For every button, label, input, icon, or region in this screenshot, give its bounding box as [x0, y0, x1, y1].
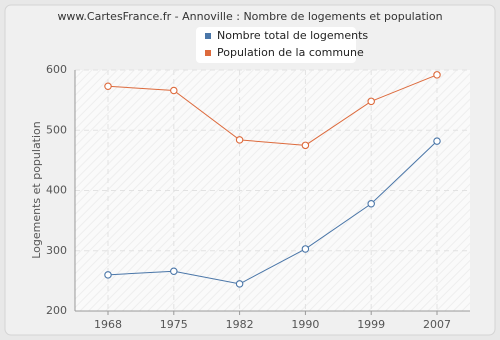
- legend-box: [196, 27, 356, 63]
- point: [235, 280, 244, 288]
- point: [170, 86, 178, 95]
- y-tick-label: 200: [46, 304, 67, 317]
- x-tick-label: 1999: [357, 318, 385, 331]
- x-tick-label: 2007: [423, 318, 451, 331]
- point: [104, 271, 112, 279]
- point: [433, 137, 441, 145]
- legend-swatch: [205, 33, 211, 39]
- x-tick-label: 1968: [94, 318, 122, 331]
- y-axis-label: Logements et population: [30, 121, 43, 259]
- y-tick-label: 400: [46, 184, 67, 197]
- point: [104, 82, 112, 91]
- y-tick-label: 600: [46, 63, 67, 76]
- point: [235, 136, 244, 144]
- x-tick-label: 1990: [291, 318, 319, 331]
- point: [433, 71, 441, 79]
- legend: Nombre total de logements Population de l…: [196, 27, 368, 63]
- x-tick-label: 1975: [160, 318, 188, 331]
- series-line: [107, 74, 438, 146]
- y-tick-label: 300: [46, 244, 67, 257]
- point: [367, 97, 375, 106]
- x-tick-label: 1982: [226, 318, 254, 331]
- legend-label: Nombre total de logements: [217, 29, 368, 42]
- y-tick-label: 500: [46, 123, 67, 136]
- legend-swatch: [205, 50, 211, 56]
- series-line: [107, 140, 438, 285]
- point: [301, 245, 310, 253]
- chart-title: www.CartesFrance.fr - Annoville : Nombre…: [57, 10, 442, 23]
- point: [301, 141, 310, 150]
- point: [367, 200, 375, 208]
- legend-label: Population de la commune: [217, 46, 364, 59]
- point: [170, 267, 178, 275]
